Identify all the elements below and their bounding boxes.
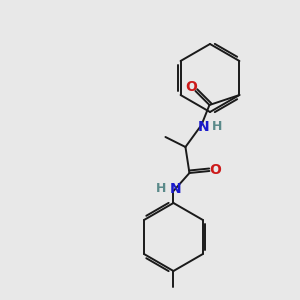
Text: H: H <box>156 182 167 196</box>
Text: N: N <box>198 120 209 134</box>
Text: O: O <box>185 80 197 94</box>
Text: H: H <box>212 121 223 134</box>
Text: N: N <box>169 182 181 196</box>
Text: O: O <box>209 163 221 177</box>
